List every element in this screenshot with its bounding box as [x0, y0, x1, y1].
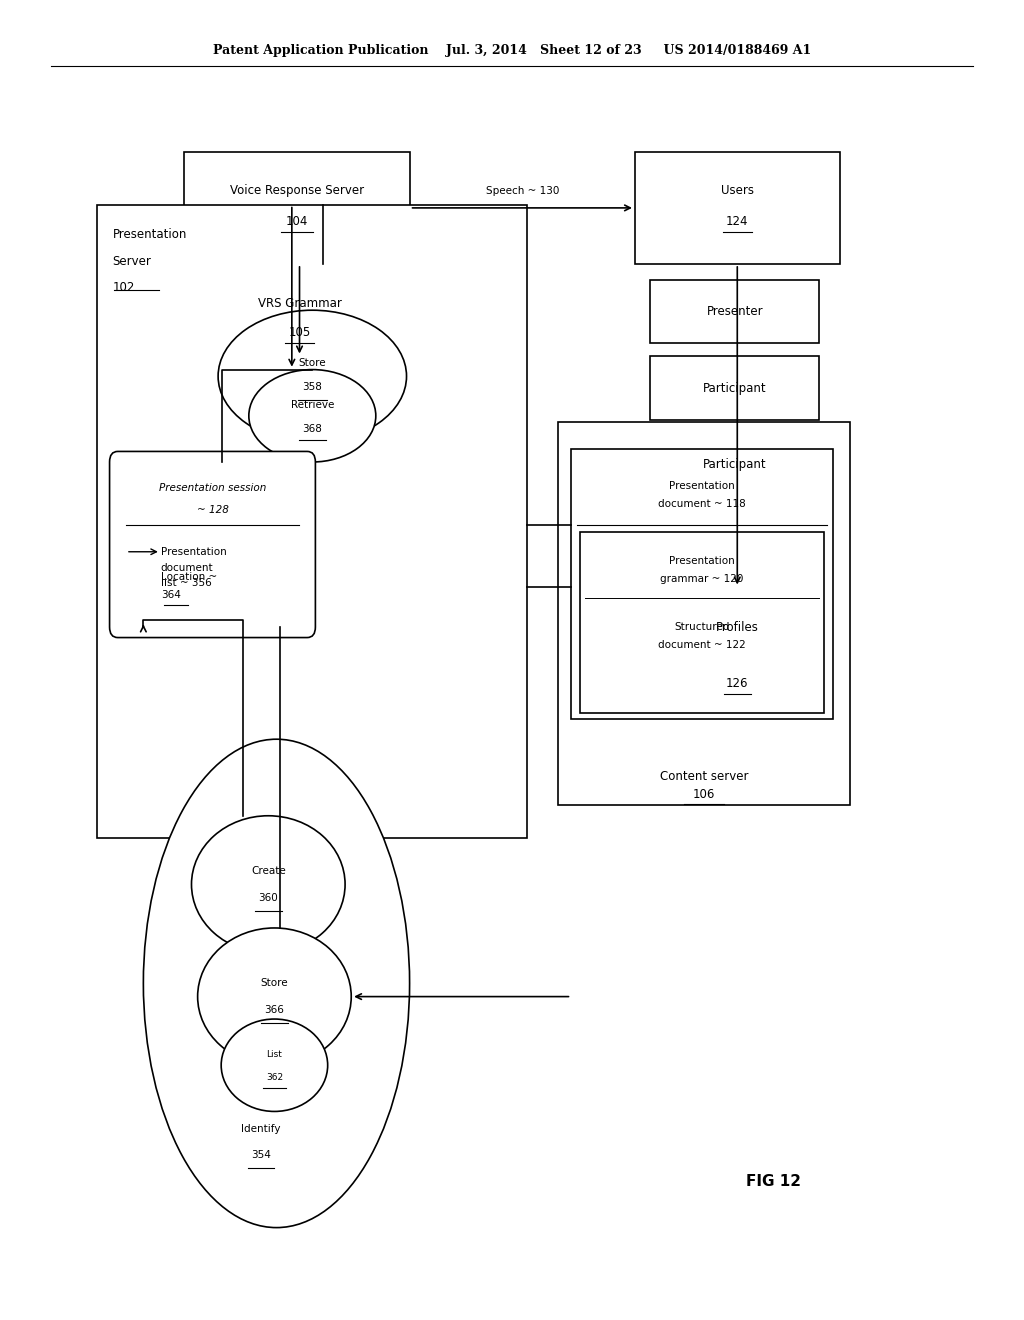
Ellipse shape [676, 648, 799, 672]
Text: 366: 366 [264, 1005, 285, 1015]
Text: 368: 368 [302, 424, 323, 434]
Text: Retrieve: Retrieve [291, 400, 334, 411]
Text: List: List [266, 1051, 283, 1059]
Text: FIG 12: FIG 12 [745, 1173, 801, 1189]
Text: Users: Users [721, 185, 754, 197]
Text: Create: Create [251, 866, 286, 876]
Text: 124: 124 [726, 215, 749, 227]
Ellipse shape [221, 1019, 328, 1111]
Ellipse shape [218, 310, 407, 442]
Text: 126: 126 [726, 677, 749, 690]
FancyBboxPatch shape [110, 451, 315, 638]
FancyBboxPatch shape [650, 280, 819, 343]
Text: ~ 128: ~ 128 [197, 504, 228, 515]
Text: Content server: Content server [659, 770, 749, 783]
Text: Server: Server [113, 255, 152, 268]
Text: Presentation: Presentation [113, 228, 187, 242]
Bar [676, 587, 799, 660]
Text: Presentation: Presentation [669, 556, 735, 566]
FancyBboxPatch shape [635, 152, 840, 264]
Text: Presenter: Presenter [707, 305, 763, 318]
Text: VRS Grammar: VRS Grammar [258, 297, 341, 310]
FancyBboxPatch shape [580, 532, 824, 713]
FancyBboxPatch shape [97, 205, 527, 838]
Text: document ~ 118: document ~ 118 [658, 499, 745, 510]
Text: Participant: Participant [702, 458, 767, 471]
Text: grammar ~ 120: grammar ~ 120 [660, 574, 743, 585]
Text: 104: 104 [286, 215, 308, 227]
FancyBboxPatch shape [650, 433, 819, 496]
Text: 102: 102 [113, 281, 135, 294]
Ellipse shape [191, 816, 345, 953]
Text: Speech ~ 130: Speech ~ 130 [485, 186, 559, 197]
Ellipse shape [676, 576, 799, 599]
Text: Store: Store [299, 358, 326, 368]
Text: 358: 358 [302, 381, 323, 392]
Text: document ~ 122: document ~ 122 [658, 640, 745, 651]
FancyBboxPatch shape [650, 356, 819, 420]
Ellipse shape [143, 739, 410, 1228]
Text: 106: 106 [693, 788, 715, 801]
Text: Structured: Structured [674, 622, 730, 632]
Text: 105: 105 [289, 326, 310, 339]
Ellipse shape [198, 928, 351, 1065]
Text: 364: 364 [161, 590, 180, 601]
Text: 354: 354 [251, 1150, 271, 1160]
Text: Identify: Identify [242, 1123, 281, 1134]
Ellipse shape [249, 370, 376, 462]
Text: Store: Store [261, 978, 288, 989]
Text: list ~ 356: list ~ 356 [161, 578, 212, 589]
Text: Voice Response Server: Voice Response Server [230, 185, 364, 197]
Text: Presentation session: Presentation session [159, 483, 266, 494]
Text: Presentation: Presentation [669, 480, 735, 491]
Text: Location ~: Location ~ [161, 572, 217, 582]
Text: Patent Application Publication    Jul. 3, 2014   Sheet 12 of 23     US 2014/0188: Patent Application Publication Jul. 3, 2… [213, 44, 811, 57]
FancyBboxPatch shape [210, 277, 389, 356]
FancyBboxPatch shape [558, 422, 850, 805]
FancyBboxPatch shape [184, 152, 410, 264]
FancyBboxPatch shape [571, 449, 833, 719]
Text: Profiles: Profiles [716, 622, 759, 634]
Text: 360: 360 [258, 892, 279, 903]
Text: Participant: Participant [702, 381, 767, 395]
Text: document: document [161, 562, 213, 573]
Text: Presentation: Presentation [161, 546, 226, 557]
Text: 362: 362 [266, 1073, 283, 1081]
